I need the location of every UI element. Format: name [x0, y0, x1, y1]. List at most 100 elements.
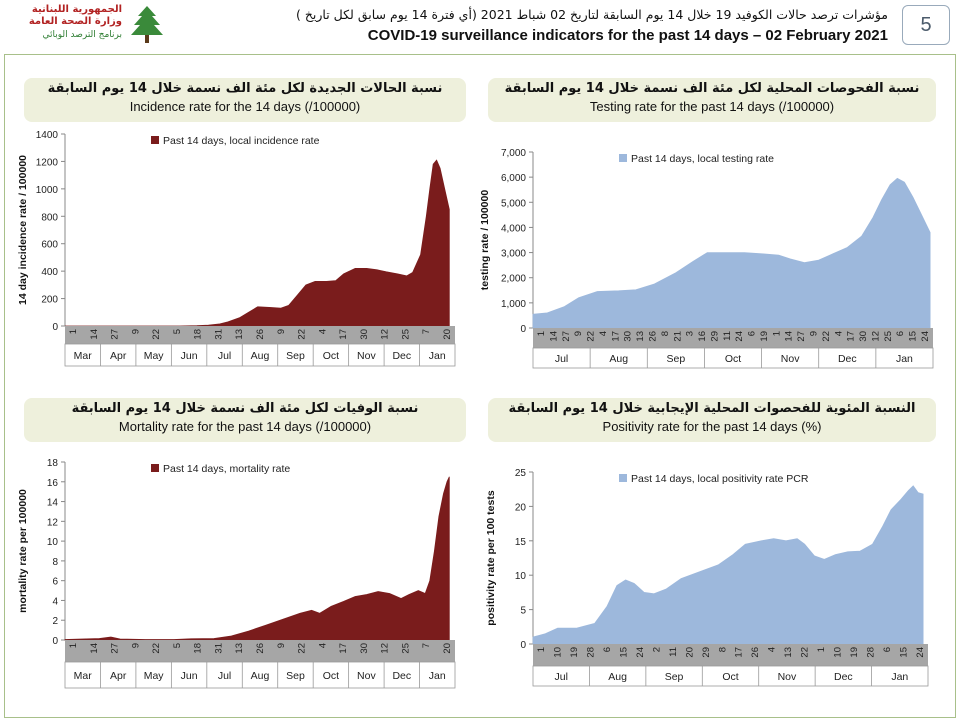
- positivity-x-tick-label: 2: [651, 647, 662, 652]
- testing-x-tick-label: 6: [895, 331, 906, 336]
- positivity-chart: 0 5 10 15 20 25 positivity rate per 100 tests P…: [485, 468, 929, 687]
- ministry-logo: الجمهورية اللبنانية وزارة الصحة العامة ب…: [8, 4, 168, 48]
- positivity-month-label: Jan: [891, 671, 908, 683]
- testing-panel-title: نسبة الفحوصات المحلية لكل مئة الف نسمة خ…: [488, 78, 936, 122]
- testing-legend-label: Past 14 days, local testing rate: [631, 153, 774, 165]
- positivity-series-area: [532, 485, 924, 645]
- incidence-x-tick-label: 25: [400, 329, 411, 340]
- positivity-y-tick-label: 10: [515, 571, 527, 582]
- incidence-title-english: Incidence rate for the 14 days (/100000): [129, 99, 361, 114]
- incidence-x-tick-label: 22: [297, 329, 308, 340]
- positivity-x-tick-label: 19: [569, 647, 580, 658]
- mortality-title-english: Mortality rate for the past 14 days (/10…: [118, 419, 372, 434]
- testing-x-tick-label: 27: [561, 331, 572, 342]
- testing-y-tick-label: 5,000: [501, 198, 526, 209]
- positivity-x-tick-label: 19: [849, 647, 860, 658]
- testing-title-english: Testing rate for the past 14 days (/1000…: [589, 99, 835, 114]
- page-title: COVID-19 surveillance indicators for the…: [367, 27, 888, 44]
- mortality-x-tick-label: 18: [193, 643, 204, 654]
- mortality-y-tick-label: 6: [52, 577, 58, 588]
- testing-x-tick-label: 17: [846, 331, 857, 342]
- mortality-month-label: Aug: [251, 670, 270, 682]
- testing-y-axis-label: testing rate / 100000: [479, 190, 491, 291]
- testing-x-tick-label: 11: [722, 331, 733, 341]
- testing-y-tick-label: 7,000: [501, 148, 526, 159]
- positivity-x-tick-label: 28: [585, 647, 596, 658]
- mortality-x-tick-label: 9: [130, 643, 141, 648]
- testing-x-tick-label: 24: [920, 331, 931, 342]
- mortality-month-label: Sep: [286, 670, 305, 682]
- incidence-title-arabic: نسبة الحالات الجديدة لكل مئة الف نسمة خل…: [47, 81, 443, 96]
- testing-x-tick-label: 22: [821, 331, 832, 342]
- positivity-x-tick-label: 15: [618, 647, 629, 658]
- testing-month-label: Nov: [781, 353, 800, 365]
- testing-x-tick-label: 14: [784, 331, 795, 342]
- mortality-month-label: Nov: [357, 670, 376, 682]
- positivity-month-label: Aug: [608, 671, 627, 683]
- positivity-x-tick-label: 20: [684, 647, 695, 658]
- mortality-x-tick-label: 31: [213, 643, 224, 654]
- positivity-x-tick-label: 26: [750, 647, 761, 658]
- testing-x-tick-label: 9: [809, 331, 820, 336]
- mortality-y-tick-label: 4: [52, 596, 58, 607]
- positivity-y-tick-label: 15: [515, 537, 527, 548]
- incidence-x-tick-label: 22: [151, 329, 162, 340]
- incidence-month-label: Nov: [357, 350, 376, 362]
- testing-y-tick-label: 6,000: [501, 173, 526, 184]
- positivity-x-tick-label: 6: [882, 647, 893, 652]
- testing-x-tick-label: 8: [660, 331, 671, 336]
- positivity-x-tick-label: 28: [866, 647, 877, 658]
- positivity-x-tick-label: 1: [816, 647, 827, 652]
- incidence-month-row: [64, 343, 456, 367]
- incidence-month-label: Jan: [429, 350, 446, 362]
- mortality-x-tick-label: 9: [276, 643, 287, 648]
- incidence-month-label: May: [144, 350, 165, 362]
- mortality-x-tick-label: 7: [421, 643, 432, 648]
- incidence-x-axis-strip: [65, 326, 455, 344]
- mortality-month-label: Jan: [429, 670, 446, 682]
- mortality-y-tick-label: 14: [47, 498, 59, 509]
- positivity-x-tick-label: 10: [833, 647, 844, 658]
- positivity-month-label: Dec: [834, 671, 853, 683]
- positivity-x-tick-label: 24: [915, 647, 926, 658]
- testing-x-tick-label: 24: [734, 331, 745, 342]
- positivity-x-tick-label: 8: [717, 647, 728, 652]
- incidence-x-tick-label: 14: [89, 329, 100, 340]
- mortality-month-row: [64, 661, 456, 689]
- mortality-month-label: May: [144, 670, 165, 682]
- testing-x-tick-label: 30: [623, 331, 634, 342]
- incidence-month-label: Aug: [251, 350, 270, 362]
- testing-month-label: Sep: [667, 353, 686, 365]
- incidence-x-tick-label: 9: [276, 329, 287, 334]
- incidence-month-label: Dec: [392, 350, 411, 362]
- positivity-x-tick-label: 13: [783, 647, 794, 658]
- testing-x-tick-label: 30: [858, 331, 869, 342]
- testing-month-label: Jan: [896, 353, 913, 365]
- testing-x-tick-label: 1: [536, 331, 547, 336]
- positivity-x-axis-strip: [533, 644, 928, 666]
- positivity-legend-swatch: [619, 474, 627, 482]
- positivity-x-tick-label: 10: [552, 647, 563, 658]
- testing-x-tick-label: 9: [573, 331, 584, 336]
- mortality-series-area: [64, 476, 450, 641]
- logo-text-ministry: وزارة الصحة العامة: [28, 16, 122, 27]
- positivity-x-tick-label: 4: [767, 647, 778, 652]
- testing-x-axis-strip: [533, 328, 933, 348]
- positivity-x-tick-label: 17: [734, 647, 745, 658]
- mortality-panel-title: نسبة الوفيات لكل مئة الف نسمة خلال 14 يو…: [24, 398, 466, 442]
- header: الجمهورية اللبنانية وزارة الصحة العامة ب…: [0, 0, 960, 52]
- incidence-y-axis-label: 14 day incidence rate / 100000: [17, 155, 29, 305]
- testing-y-tick-label: 3,000: [501, 249, 526, 260]
- incidence-month-label: Oct: [323, 350, 339, 362]
- testing-x-tick-label: 26: [647, 331, 658, 342]
- positivity-x-tick-label: 15: [899, 647, 910, 658]
- testing-y-tick-label: 1,000: [501, 299, 526, 310]
- incidence-x-tick-label: 31: [213, 329, 224, 340]
- mortality-month-label: Jul: [218, 670, 231, 682]
- incidence-x-tick-label: 30: [359, 329, 370, 340]
- incidence-legend-label: Past 14 days, local incidence rate: [163, 135, 320, 147]
- mortality-x-tick-label: 17: [338, 643, 349, 654]
- mortality-y-tick-label: 2: [52, 616, 58, 627]
- incidence-month-label: Jun: [181, 350, 198, 362]
